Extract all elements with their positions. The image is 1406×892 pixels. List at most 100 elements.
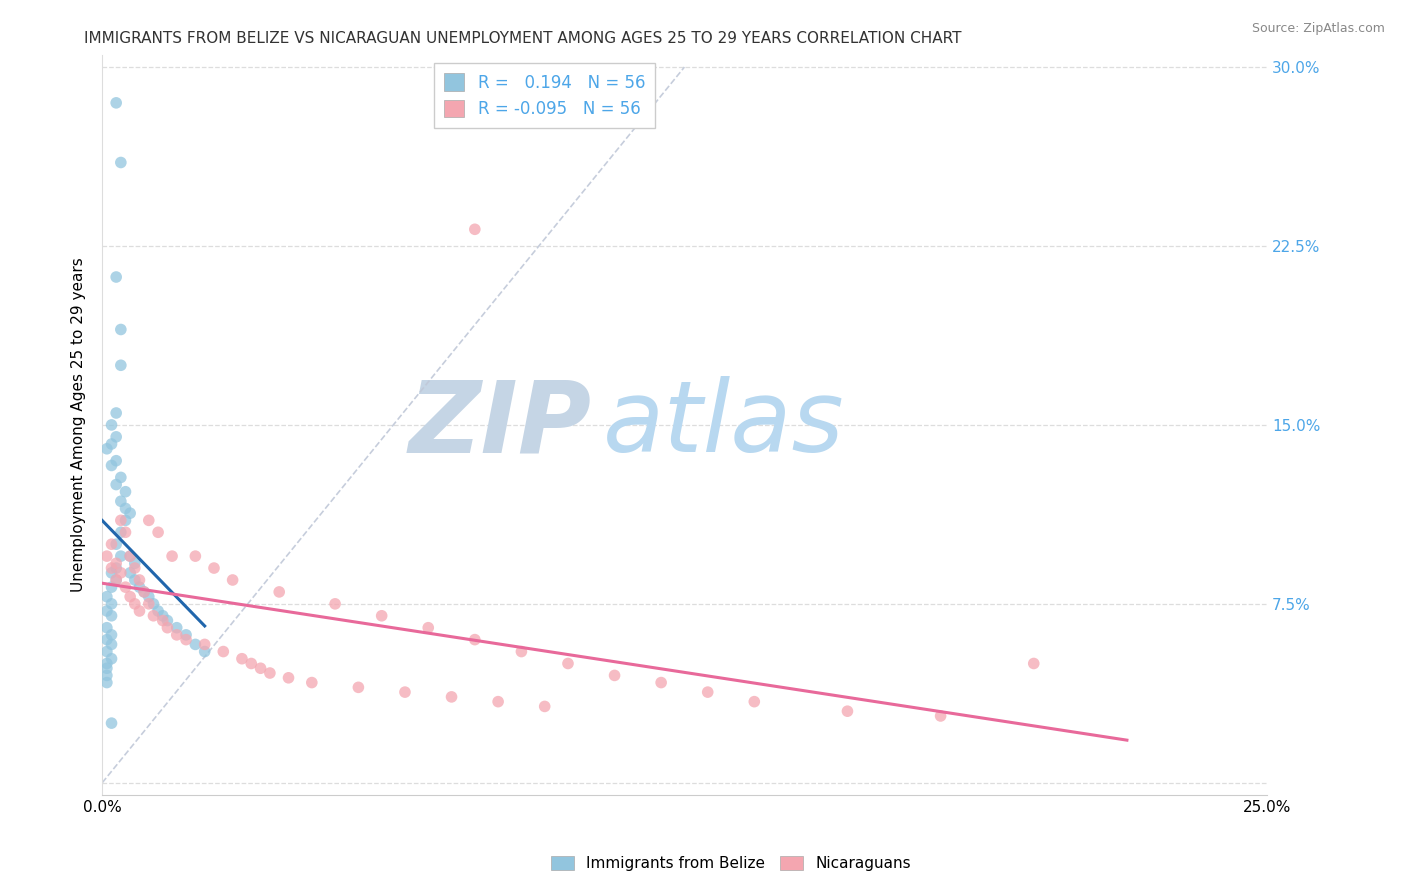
Point — [96, 668, 118, 682]
Point — [347, 681, 370, 695]
Text: ZIP: ZIP — [408, 376, 592, 474]
Point — [105, 561, 128, 575]
Point — [100, 637, 122, 651]
Point — [696, 685, 718, 699]
Point — [100, 597, 122, 611]
Point — [105, 430, 128, 444]
Point — [128, 573, 150, 587]
Point — [110, 513, 132, 527]
Point — [100, 580, 122, 594]
Point — [166, 621, 188, 635]
Point — [124, 597, 146, 611]
Point — [105, 270, 128, 285]
Point — [105, 573, 128, 587]
Point — [96, 675, 118, 690]
Point — [100, 417, 122, 432]
Point — [160, 549, 183, 563]
Point — [557, 657, 579, 671]
Point — [134, 585, 156, 599]
Point — [96, 590, 118, 604]
Point — [152, 614, 174, 628]
Point — [96, 661, 118, 675]
Point — [124, 556, 146, 570]
Point — [184, 637, 207, 651]
Point — [440, 690, 463, 704]
Point — [142, 608, 165, 623]
Point — [128, 580, 150, 594]
Point — [105, 453, 128, 467]
Point — [96, 549, 118, 563]
Point — [486, 695, 509, 709]
Point — [110, 322, 132, 336]
Point — [120, 566, 142, 580]
Legend: Immigrants from Belize, Nicaraguans: Immigrants from Belize, Nicaraguans — [546, 850, 917, 877]
Point — [240, 657, 263, 671]
Point — [269, 585, 291, 599]
Point — [100, 437, 122, 451]
Point — [96, 442, 118, 456]
Point — [128, 604, 150, 618]
Text: atlas: atlas — [603, 376, 845, 474]
Text: Source: ZipAtlas.com: Source: ZipAtlas.com — [1251, 22, 1385, 36]
Point — [370, 608, 392, 623]
Point — [105, 537, 128, 551]
Point — [277, 671, 299, 685]
Point — [146, 604, 169, 618]
Point — [120, 590, 142, 604]
Point — [100, 608, 122, 623]
Point — [105, 95, 128, 110]
Point — [152, 608, 174, 623]
Legend: R =   0.194   N = 56, R = -0.095   N = 56: R = 0.194 N = 56, R = -0.095 N = 56 — [434, 63, 655, 128]
Point — [323, 597, 346, 611]
Point — [96, 621, 118, 635]
Point — [105, 406, 128, 420]
Point — [194, 637, 217, 651]
Point — [929, 709, 952, 723]
Point — [124, 561, 146, 575]
Point — [742, 695, 765, 709]
Point — [221, 573, 243, 587]
Point — [142, 597, 165, 611]
Point — [510, 644, 533, 658]
Point — [166, 628, 188, 642]
Point — [110, 525, 132, 540]
Point — [114, 525, 136, 540]
Point — [156, 614, 179, 628]
Point — [100, 628, 122, 642]
Point — [110, 359, 132, 373]
Point — [146, 525, 169, 540]
Point — [301, 675, 323, 690]
Text: IMMIGRANTS FROM BELIZE VS NICARAGUAN UNEMPLOYMENT AMONG AGES 25 TO 29 YEARS CORR: IMMIGRANTS FROM BELIZE VS NICARAGUAN UNE… — [84, 31, 962, 46]
Point — [394, 685, 416, 699]
Point — [194, 644, 217, 658]
Point — [184, 549, 207, 563]
Point — [114, 580, 136, 594]
Point — [837, 704, 859, 718]
Point — [212, 644, 235, 658]
Y-axis label: Unemployment Among Ages 25 to 29 years: Unemployment Among Ages 25 to 29 years — [72, 258, 86, 592]
Point — [650, 675, 672, 690]
Point — [418, 621, 440, 635]
Point — [110, 470, 132, 484]
Point — [114, 501, 136, 516]
Point — [533, 699, 555, 714]
Point — [100, 458, 122, 473]
Point — [120, 549, 142, 563]
Point — [100, 651, 122, 665]
Point — [100, 716, 122, 731]
Point — [138, 513, 160, 527]
Point — [96, 604, 118, 618]
Point — [464, 222, 486, 236]
Point — [114, 513, 136, 527]
Point — [110, 566, 132, 580]
Point — [202, 561, 225, 575]
Point — [603, 668, 626, 682]
Point — [96, 632, 118, 647]
Point — [134, 585, 156, 599]
Point — [156, 621, 179, 635]
Point — [114, 484, 136, 499]
Point — [231, 651, 253, 665]
Point — [110, 494, 132, 508]
Point — [464, 632, 486, 647]
Point — [110, 155, 132, 169]
